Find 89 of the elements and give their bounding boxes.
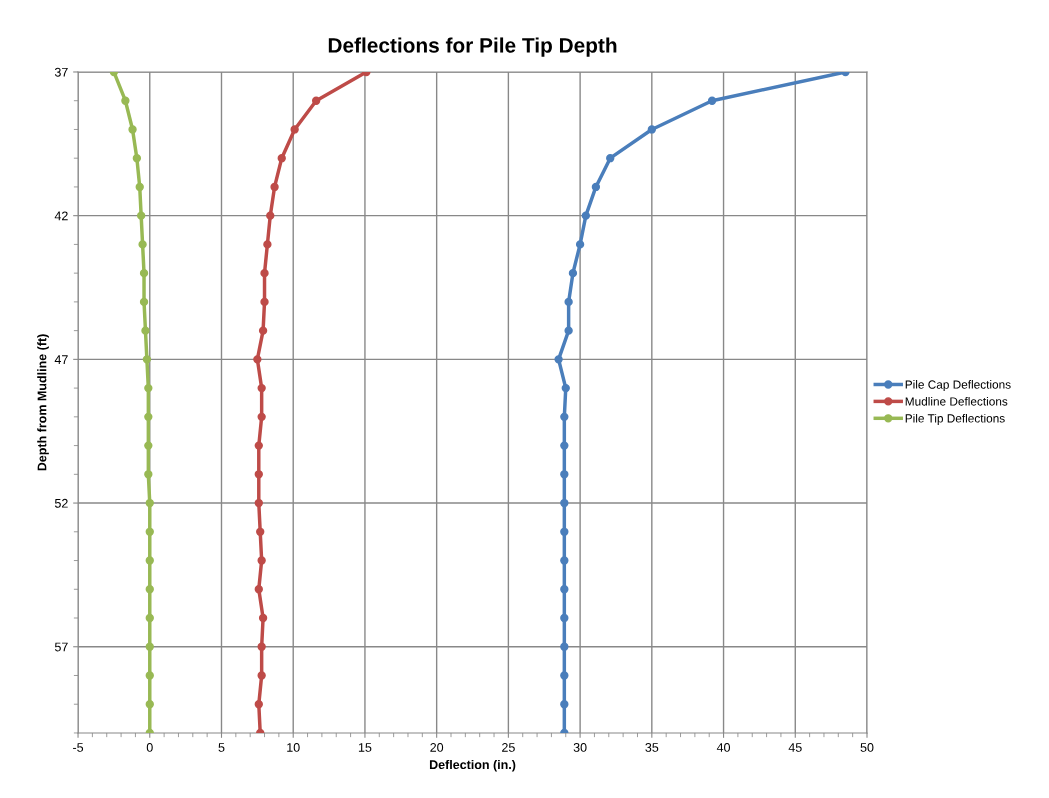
point: [138, 240, 147, 249]
x-tick-label: 0: [146, 743, 153, 752]
point: [139, 268, 149, 278]
point: [258, 613, 268, 623]
point: [560, 671, 569, 680]
point: [145, 642, 154, 651]
y-tick-label: 37: [54, 67, 68, 77]
point: [145, 585, 154, 594]
x-tick-label: 40: [716, 743, 731, 752]
point: [707, 96, 717, 105]
point: [145, 527, 154, 536]
point: [136, 211, 146, 220]
x-tick-label: -5: [73, 743, 84, 752]
point: [144, 441, 153, 450]
point: [560, 527, 569, 536]
y-axis-title: Depth from Mudline (ft): [37, 334, 49, 471]
point: [144, 470, 153, 479]
x-tick-label: 10: [287, 743, 300, 752]
point: [560, 441, 569, 450]
point: [254, 498, 263, 508]
point: [647, 125, 656, 134]
point: [560, 700, 569, 709]
point: [257, 556, 266, 565]
x-tick-label: 50: [860, 743, 874, 752]
point: [266, 211, 275, 220]
point: [144, 412, 153, 422]
point: [254, 441, 263, 450]
point: [560, 585, 569, 594]
point: [606, 154, 615, 163]
point: [145, 700, 154, 709]
chart-title: Deflections for Pile Tip Depth: [328, 37, 617, 57]
point: [132, 154, 142, 163]
point: [253, 355, 262, 364]
point: [561, 383, 570, 393]
point: [560, 412, 569, 422]
point: [277, 154, 286, 163]
point: [141, 326, 150, 335]
point: [560, 470, 569, 479]
x-tick-label: 15: [358, 743, 372, 752]
x-tick-label: 5: [218, 743, 225, 752]
point: [257, 412, 266, 422]
point: [128, 125, 137, 134]
x-tick-label: 25: [502, 743, 515, 752]
point: [257, 671, 266, 680]
point: [564, 326, 573, 335]
point: [560, 642, 569, 651]
point: [145, 613, 154, 623]
point: [135, 182, 144, 192]
x-tick-label: 30: [573, 743, 587, 752]
point: [263, 240, 272, 249]
legend-label: Mudline Deflections: [905, 396, 1008, 406]
point: [254, 585, 263, 594]
point: [554, 355, 563, 364]
point: [270, 182, 279, 192]
point: [290, 125, 299, 134]
point: [257, 642, 266, 651]
point: [145, 671, 154, 680]
point: [254, 700, 263, 709]
y-tick-label: 52: [54, 498, 68, 508]
point: [560, 613, 569, 623]
point: [260, 268, 269, 278]
legend-label: Pile Tip Deflections: [905, 413, 1005, 425]
point: [568, 268, 578, 278]
point: [581, 211, 591, 220]
x-tick-label: 45: [788, 743, 802, 752]
point: [258, 326, 268, 335]
point: [121, 96, 130, 105]
point: [256, 527, 265, 536]
y-tick-label: 57: [54, 642, 68, 652]
point: [575, 240, 585, 249]
x-tick-label: 35: [645, 743, 659, 752]
x-axis-title: Deflection (in.): [429, 759, 516, 772]
point: [144, 383, 153, 393]
point: [142, 355, 152, 364]
point: [591, 182, 601, 192]
legend-label: Pile Cap Deflections: [905, 380, 1011, 392]
x-tick-label: 20: [430, 743, 444, 752]
y-tick-label: 47: [54, 355, 68, 364]
point: [260, 297, 269, 307]
point: [145, 498, 154, 508]
point: [564, 297, 573, 307]
point: [139, 297, 149, 307]
point: [560, 556, 569, 565]
point: [145, 556, 154, 565]
point: [560, 498, 569, 508]
point: [257, 383, 266, 393]
y-tick-label: 42: [54, 211, 68, 221]
point: [311, 96, 321, 105]
point: [254, 470, 263, 479]
